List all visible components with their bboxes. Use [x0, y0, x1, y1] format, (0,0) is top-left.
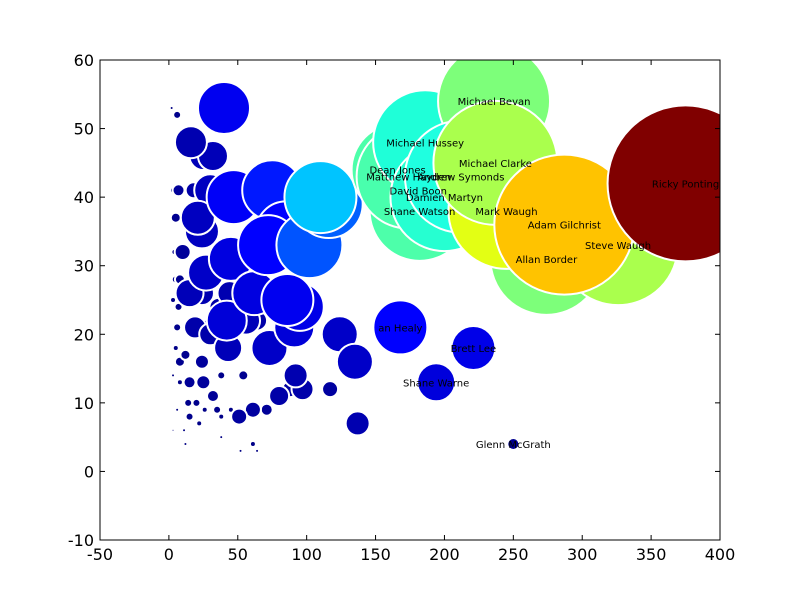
- bubble: [191, 397, 202, 408]
- x-tick-label: -50: [87, 545, 113, 564]
- player-bubble: [450, 325, 497, 371]
- x-tick-label: 400: [705, 545, 736, 564]
- bubble: [173, 243, 192, 261]
- player-label: Allan Border: [516, 255, 578, 266]
- bubble: [237, 369, 250, 382]
- y-tick-label: 60: [74, 51, 94, 70]
- player-label: Michael Hussey: [386, 138, 464, 149]
- bubble: [182, 441, 189, 447]
- bubble: [237, 447, 244, 454]
- player-bubble: [416, 362, 457, 403]
- x-tick-label: 50: [228, 545, 248, 564]
- bubble: [173, 125, 208, 160]
- x-tick-label: 350: [636, 545, 667, 564]
- x-tick-label: 150: [360, 545, 391, 564]
- player-bubble: [506, 437, 521, 451]
- player-label: David Boon: [390, 186, 448, 197]
- bubble: [174, 406, 181, 413]
- bubbles-layer: [168, 60, 720, 467]
- bubble: [268, 385, 291, 407]
- y-tick-label: 10: [74, 394, 94, 413]
- x-tick-label: 0: [164, 545, 174, 564]
- bubble: [218, 434, 225, 441]
- bubble: [168, 105, 175, 111]
- bubble: [171, 344, 180, 352]
- bubble: [283, 160, 358, 235]
- bubble: [195, 374, 212, 391]
- bubble: [183, 397, 194, 408]
- bubble: [184, 411, 195, 422]
- bubble: [217, 412, 226, 421]
- player-bubble: [606, 104, 720, 263]
- bubble: [197, 81, 251, 135]
- y-tick-label: 50: [74, 120, 94, 139]
- bubble: [170, 427, 176, 433]
- bubble: [172, 322, 183, 333]
- plot-frame: [99, 59, 721, 541]
- bubble: [321, 380, 340, 399]
- bubble: [205, 299, 248, 342]
- player-label: Shane Watson: [384, 207, 455, 218]
- player-label: Mark Waugh: [475, 207, 537, 218]
- player-label: Andrew Symonds: [418, 173, 505, 184]
- bubble: [248, 440, 257, 448]
- player-label: Ricky Ponting: [652, 179, 719, 190]
- bubble: [282, 362, 309, 389]
- bubble: [169, 296, 178, 304]
- bubble: [179, 348, 192, 361]
- bubble: [335, 342, 374, 381]
- y-tick-label: 40: [74, 188, 94, 207]
- player-label: Shane Warne: [403, 378, 469, 389]
- player-label: Matthew Hayden: [366, 173, 451, 184]
- bubble: [169, 462, 174, 467]
- x-tick-label: 300: [567, 545, 598, 564]
- bubble: [195, 419, 204, 428]
- bubble: [181, 427, 188, 434]
- bubble: [171, 183, 186, 198]
- player-label: Michael Clarke: [459, 159, 532, 170]
- bubble: [182, 375, 197, 390]
- bubble: [169, 211, 182, 224]
- x-tick-label: 250: [498, 545, 529, 564]
- bubble: [193, 353, 210, 370]
- bubble: [230, 407, 249, 426]
- bubble: [170, 372, 177, 379]
- player-bubble: [372, 299, 429, 356]
- player-label: Adam Gilchrist: [528, 221, 601, 232]
- bubble: [260, 273, 315, 327]
- bubble: [254, 447, 261, 454]
- bubble: [175, 378, 184, 387]
- player-label: Steve Waugh: [585, 241, 651, 252]
- y-tick-label: 20: [74, 325, 94, 344]
- y-tick-label: 0: [84, 462, 94, 481]
- player-label: Dean Jones: [369, 166, 425, 177]
- y-tick-label: -10: [68, 531, 94, 550]
- bubble: [200, 405, 209, 414]
- bubble: [205, 389, 220, 403]
- player-label: Glenn McGrath: [476, 440, 551, 451]
- labels-layer: Ricky Ponting Adam Gilchrist Steve Waugh Al…: [366, 97, 719, 451]
- player-label: an Healy: [378, 323, 422, 334]
- player-label: Damien Martyn: [406, 193, 483, 204]
- bubble: [172, 109, 183, 120]
- y-tick-label: 30: [74, 257, 94, 276]
- player-label: Michael Bevan: [458, 97, 531, 108]
- player-label: Brett Lee: [451, 344, 497, 355]
- x-tick-label: 200: [429, 545, 460, 564]
- axis-ticks: -50 0 50 100 150 200 250 300 350 400 -10 0 10 20 30 40 5…: [68, 51, 735, 564]
- bubble: [344, 410, 371, 437]
- bubble: [212, 404, 223, 415]
- bubble: [216, 370, 227, 381]
- bubble: [172, 455, 177, 460]
- bubble: [259, 402, 274, 417]
- x-tick-label: 100: [291, 545, 322, 564]
